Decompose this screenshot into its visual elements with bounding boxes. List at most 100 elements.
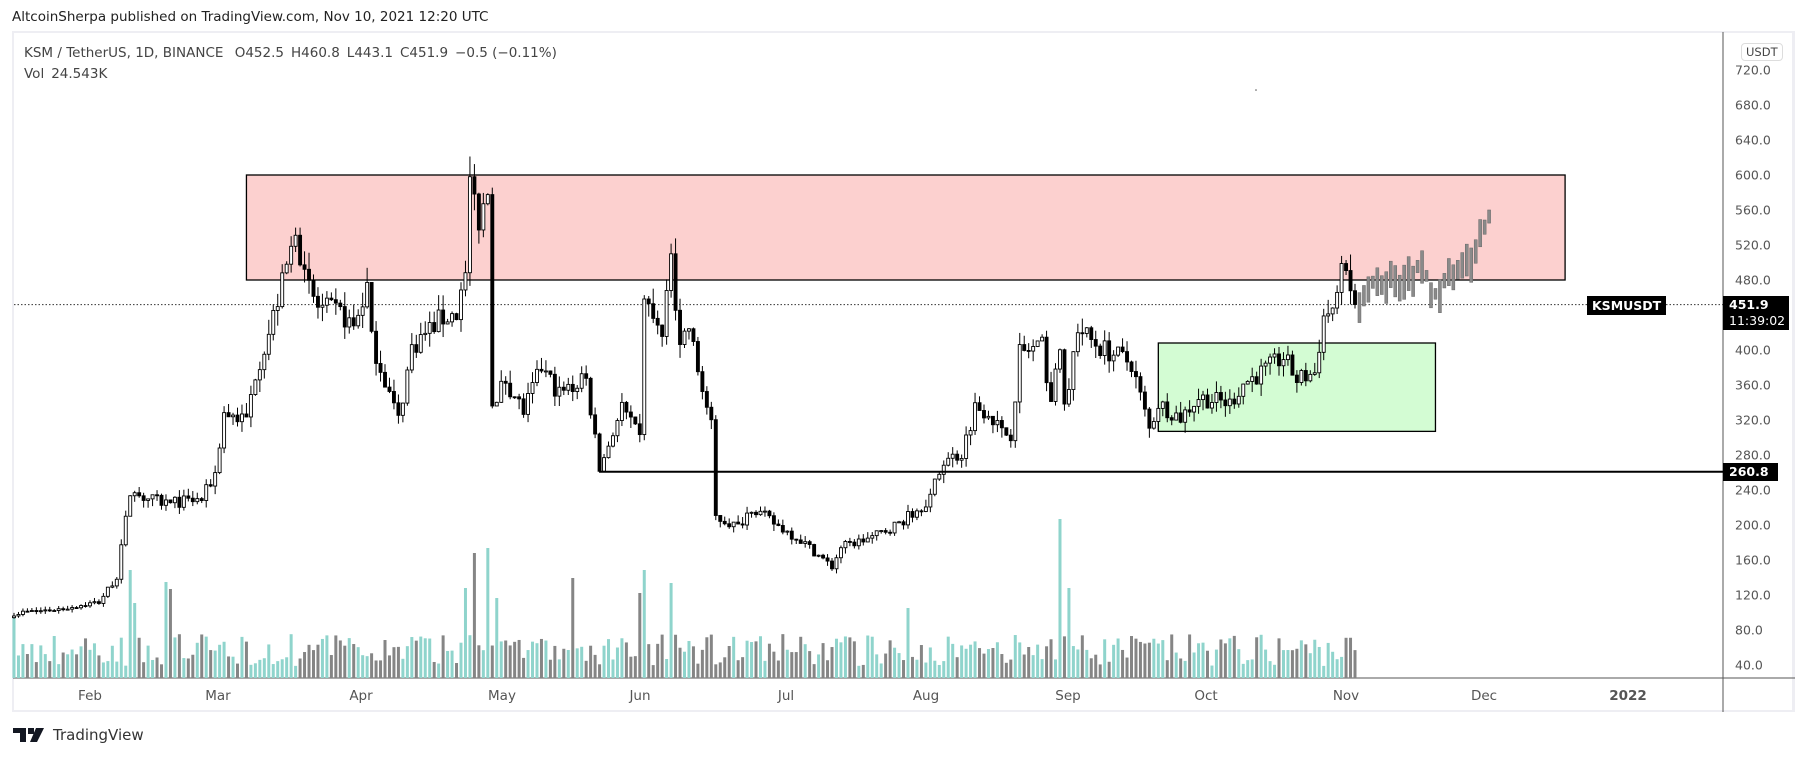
currency-button[interactable]: USDT — [1741, 43, 1783, 61]
candle-body — [964, 434, 969, 459]
volume-bar — [696, 663, 700, 678]
volume-bar — [1089, 658, 1093, 678]
candle-body — [1210, 402, 1214, 409]
tradingview-footer[interactable]: TradingView — [13, 726, 144, 744]
projection-bar — [1375, 267, 1380, 296]
time-tick: Feb — [78, 688, 102, 704]
volume-bar — [978, 648, 982, 678]
candle-body — [1201, 394, 1205, 401]
candle-body — [1129, 361, 1134, 372]
candle-body — [190, 497, 195, 503]
candle-body — [521, 398, 526, 415]
candle-body — [392, 391, 396, 404]
projection-bar — [1366, 276, 1371, 303]
volume-bar — [750, 642, 754, 678]
candle-body — [177, 496, 182, 508]
projection-bar — [1487, 209, 1491, 224]
price-tick: 120.0 — [1735, 587, 1771, 603]
bar-countdown: 11:39:02 — [1729, 313, 1786, 328]
candle-body — [195, 498, 200, 503]
volume-bar — [1112, 644, 1116, 678]
candle-body — [467, 176, 472, 274]
candle-body — [199, 498, 204, 502]
volume-bar — [937, 664, 941, 678]
volume-bar — [991, 648, 995, 678]
volume-bar — [446, 650, 450, 678]
candle-body — [1254, 376, 1259, 385]
volume-bar — [745, 640, 749, 678]
candle-body — [1089, 327, 1094, 340]
candle-body — [490, 194, 495, 407]
volume-bar — [133, 603, 137, 678]
volume-label[interactable]: Vol — [24, 66, 45, 82]
volume-bar — [964, 648, 968, 678]
volume-bar — [584, 660, 588, 678]
volume-bar — [808, 651, 812, 678]
candle-body — [383, 371, 387, 388]
candle-body — [329, 297, 334, 301]
chart-panel[interactable] — [12, 31, 1795, 712]
volume-bar — [629, 656, 633, 678]
volume-bar — [30, 644, 34, 678]
volume-bar — [66, 654, 70, 678]
volume-bar — [115, 661, 119, 678]
candle-body — [946, 457, 951, 466]
volume-bar — [191, 654, 195, 678]
candle-body — [472, 176, 477, 195]
volume-bar — [960, 645, 964, 678]
volume-bar — [942, 661, 946, 678]
candle-body — [137, 492, 142, 497]
candle-body — [982, 410, 986, 419]
candle-body — [749, 511, 754, 514]
volume-bar — [463, 588, 467, 678]
candle-body — [977, 402, 982, 411]
candle-body — [1098, 345, 1103, 356]
candle-body — [584, 373, 589, 379]
candle-body — [186, 495, 191, 499]
volume-bar — [307, 644, 311, 678]
candle-body — [1299, 370, 1304, 383]
ohlc-legend: KSM / TetherUS, 1D, BINANCE O452.5 H460.8… — [24, 45, 564, 61]
volume-bar — [1049, 639, 1053, 678]
volume-bar — [490, 645, 494, 678]
candle-body — [289, 245, 294, 265]
candle-body — [83, 605, 88, 607]
candle-body — [1205, 394, 1210, 409]
candle-body — [141, 495, 146, 501]
volume-bar — [280, 659, 284, 678]
candle-body — [646, 298, 651, 305]
volume-bar — [1179, 658, 1183, 678]
symbol-title[interactable]: KSM / TetherUS, 1D, BINANCE — [24, 45, 224, 61]
volume-bar — [48, 661, 52, 678]
low-value: L443.1 — [346, 45, 393, 61]
projection-bar — [1442, 273, 1447, 289]
candle-body — [34, 610, 39, 612]
volume-bar — [1161, 640, 1165, 678]
volume-bar — [379, 660, 383, 678]
candle-body — [1308, 373, 1313, 382]
volume-bar — [826, 660, 830, 678]
candle-body — [624, 401, 629, 413]
volume-bar — [486, 548, 490, 678]
projection-bar — [1415, 260, 1420, 273]
high-value: H460.8 — [290, 45, 340, 61]
candle-body — [418, 334, 423, 353]
candle-body — [1062, 349, 1067, 405]
candle-body — [731, 521, 736, 528]
volume-bar — [70, 649, 74, 678]
candle-body — [530, 382, 535, 394]
price-tick: 600.0 — [1735, 167, 1771, 183]
volume-bar — [678, 647, 682, 678]
time-tick: 2022 — [1609, 688, 1647, 704]
candle-body — [1174, 412, 1179, 421]
change-value: −0.5 (−0.11%) — [455, 45, 557, 61]
candle-body — [906, 511, 910, 526]
price-tick: 280.0 — [1735, 447, 1771, 463]
volume-bar — [504, 640, 508, 678]
candle-body — [284, 263, 289, 274]
volume-bar — [1340, 656, 1344, 678]
projection-bar — [1456, 260, 1460, 280]
candle-body — [43, 609, 48, 612]
candle-body — [606, 445, 611, 459]
